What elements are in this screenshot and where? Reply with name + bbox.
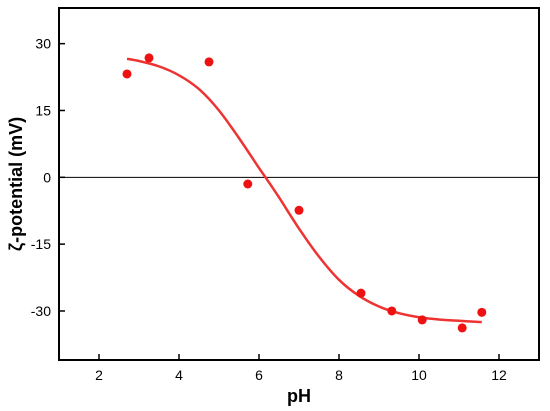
data-point — [477, 307, 487, 317]
x-tick-label: 10 — [411, 367, 427, 383]
x-tick-label: 8 — [335, 367, 343, 383]
fit-curve — [126, 57, 482, 324]
data-point — [294, 205, 304, 215]
y-tick-label: 15 — [35, 102, 51, 118]
data-point — [243, 179, 253, 189]
y-tick-label: -15 — [31, 236, 51, 252]
data-point — [387, 306, 397, 316]
x-axis-ticks: 2 4 6 8 10 12 — [95, 354, 507, 383]
plot-frame — [58, 7, 540, 361]
x-tick-label: 4 — [175, 367, 183, 383]
data-point — [144, 53, 154, 63]
x-tick-label: 12 — [491, 367, 507, 383]
x-tick-label: 2 — [95, 367, 103, 383]
x-tick-label: 6 — [255, 367, 263, 383]
data-point — [457, 323, 467, 333]
data-point — [122, 69, 132, 79]
y-tick-label: 30 — [35, 36, 51, 52]
plot-area — [59, 53, 539, 333]
y-tick-label: -30 — [31, 303, 51, 319]
y-axis-ticks: 30 15 0 -15 -30 — [31, 36, 65, 319]
x-axis-label: pH — [287, 386, 311, 406]
y-tick-label: 0 — [43, 169, 51, 185]
y-axis-label: ζ-potential (mV) — [6, 117, 27, 251]
data-point — [204, 57, 214, 67]
data-point — [356, 288, 366, 298]
data-point — [417, 315, 427, 325]
